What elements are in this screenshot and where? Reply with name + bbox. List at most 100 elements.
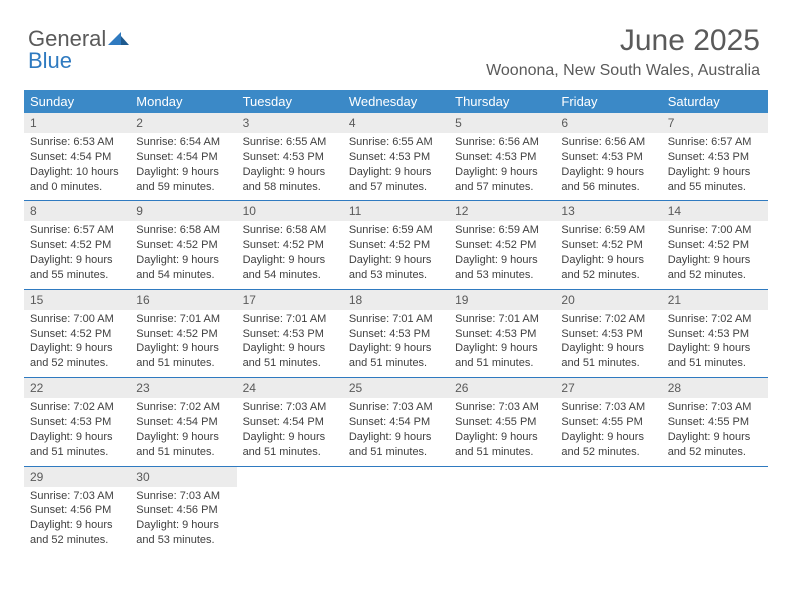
day-number: 26 xyxy=(449,378,555,398)
daylight-text: Daylight: 9 hours and 56 minutes. xyxy=(561,165,655,195)
sunset-text: Sunset: 4:55 PM xyxy=(561,415,655,430)
sunset-text: Sunset: 4:52 PM xyxy=(30,327,124,342)
sunrise-text: Sunrise: 6:57 AM xyxy=(30,223,124,238)
daylight-text: Daylight: 10 hours and 0 minutes. xyxy=(30,165,124,195)
day-details: Sunrise: 7:01 AMSunset: 4:53 PMDaylight:… xyxy=(237,310,343,377)
weekday-header: Monday xyxy=(130,90,236,113)
calendar-day xyxy=(662,467,768,554)
calendar-week: 22Sunrise: 7:02 AMSunset: 4:53 PMDayligh… xyxy=(24,378,768,466)
daylight-text: Daylight: 9 hours and 51 minutes. xyxy=(349,430,443,460)
day-number: 5 xyxy=(449,113,555,133)
day-number: 29 xyxy=(24,467,130,487)
calendar-week: 15Sunrise: 7:00 AMSunset: 4:52 PMDayligh… xyxy=(24,290,768,378)
sunset-text: Sunset: 4:54 PM xyxy=(349,415,443,430)
sunrise-text: Sunrise: 7:01 AM xyxy=(455,312,549,327)
calendar-day: 18Sunrise: 7:01 AMSunset: 4:53 PMDayligh… xyxy=(343,290,449,377)
sunrise-text: Sunrise: 6:53 AM xyxy=(30,135,124,150)
calendar-day: 7Sunrise: 6:57 AMSunset: 4:53 PMDaylight… xyxy=(662,113,768,200)
calendar-day: 13Sunrise: 6:59 AMSunset: 4:52 PMDayligh… xyxy=(555,201,661,288)
day-details: Sunrise: 7:03 AMSunset: 4:56 PMDaylight:… xyxy=(24,487,130,554)
page-title: June 2025 xyxy=(620,24,760,58)
day-number: 4 xyxy=(343,113,449,133)
daylight-text: Daylight: 9 hours and 52 minutes. xyxy=(30,341,124,371)
day-number: 1 xyxy=(24,113,130,133)
calendar-day: 21Sunrise: 7:02 AMSunset: 4:53 PMDayligh… xyxy=(662,290,768,377)
sunrise-text: Sunrise: 7:00 AM xyxy=(668,223,762,238)
sunset-text: Sunset: 4:53 PM xyxy=(243,327,337,342)
calendar-day: 20Sunrise: 7:02 AMSunset: 4:53 PMDayligh… xyxy=(555,290,661,377)
sunrise-text: Sunrise: 6:55 AM xyxy=(349,135,443,150)
day-number: 30 xyxy=(130,467,236,487)
sunset-text: Sunset: 4:54 PM xyxy=(30,150,124,165)
calendar-day: 2Sunrise: 6:54 AMSunset: 4:54 PMDaylight… xyxy=(130,113,236,200)
day-details: Sunrise: 6:56 AMSunset: 4:53 PMDaylight:… xyxy=(449,133,555,200)
calendar-day: 23Sunrise: 7:02 AMSunset: 4:54 PMDayligh… xyxy=(130,378,236,465)
day-details: Sunrise: 7:00 AMSunset: 4:52 PMDaylight:… xyxy=(662,221,768,288)
daylight-text: Daylight: 9 hours and 53 minutes. xyxy=(136,518,230,548)
sunrise-text: Sunrise: 7:01 AM xyxy=(243,312,337,327)
daylight-text: Daylight: 9 hours and 55 minutes. xyxy=(668,165,762,195)
day-details: Sunrise: 6:56 AMSunset: 4:53 PMDaylight:… xyxy=(555,133,661,200)
daylight-text: Daylight: 9 hours and 51 minutes. xyxy=(668,341,762,371)
sunrise-text: Sunrise: 7:03 AM xyxy=(30,489,124,504)
calendar-day: 9Sunrise: 6:58 AMSunset: 4:52 PMDaylight… xyxy=(130,201,236,288)
day-number: 15 xyxy=(24,290,130,310)
day-number: 24 xyxy=(237,378,343,398)
sunset-text: Sunset: 4:53 PM xyxy=(243,150,337,165)
daylight-text: Daylight: 9 hours and 57 minutes. xyxy=(349,165,443,195)
day-details: Sunrise: 6:55 AMSunset: 4:53 PMDaylight:… xyxy=(237,133,343,200)
day-number: 18 xyxy=(343,290,449,310)
day-number: 21 xyxy=(662,290,768,310)
calendar-day: 29Sunrise: 7:03 AMSunset: 4:56 PMDayligh… xyxy=(24,467,130,554)
sunset-text: Sunset: 4:53 PM xyxy=(349,150,443,165)
calendar-week: 1Sunrise: 6:53 AMSunset: 4:54 PMDaylight… xyxy=(24,113,768,201)
location-text: Woonona, New South Wales, Australia xyxy=(486,62,760,80)
sunrise-text: Sunrise: 7:03 AM xyxy=(561,400,655,415)
sunset-text: Sunset: 4:53 PM xyxy=(668,327,762,342)
day-details: Sunrise: 6:59 AMSunset: 4:52 PMDaylight:… xyxy=(343,221,449,288)
sunset-text: Sunset: 4:54 PM xyxy=(243,415,337,430)
sunset-text: Sunset: 4:54 PM xyxy=(136,415,230,430)
day-number: 20 xyxy=(555,290,661,310)
day-details: Sunrise: 6:54 AMSunset: 4:54 PMDaylight:… xyxy=(130,133,236,200)
sunrise-text: Sunrise: 7:02 AM xyxy=(136,400,230,415)
daylight-text: Daylight: 9 hours and 59 minutes. xyxy=(136,165,230,195)
daylight-text: Daylight: 9 hours and 52 minutes. xyxy=(668,430,762,460)
sunset-text: Sunset: 4:53 PM xyxy=(455,150,549,165)
day-details: Sunrise: 7:03 AMSunset: 4:55 PMDaylight:… xyxy=(449,398,555,465)
day-details: Sunrise: 7:03 AMSunset: 4:55 PMDaylight:… xyxy=(662,398,768,465)
daylight-text: Daylight: 9 hours and 54 minutes. xyxy=(136,253,230,283)
daylight-text: Daylight: 9 hours and 51 minutes. xyxy=(30,430,124,460)
calendar-day: 15Sunrise: 7:00 AMSunset: 4:52 PMDayligh… xyxy=(24,290,130,377)
weekday-header: Wednesday xyxy=(343,90,449,113)
daylight-text: Daylight: 9 hours and 51 minutes. xyxy=(349,341,443,371)
day-number: 14 xyxy=(662,201,768,221)
calendar-day: 1 Sunrise: 6:53 AMSunset: 4:54 PMDaylight… xyxy=(24,113,130,200)
sunrise-text: Sunrise: 6:54 AM xyxy=(136,135,230,150)
weekday-header: Sunday xyxy=(24,90,130,113)
calendar-day xyxy=(449,467,555,554)
day-details: Sunrise: 7:03 AMSunset: 4:56 PMDaylight:… xyxy=(130,487,236,554)
sunrise-text: Sunrise: 7:03 AM xyxy=(668,400,762,415)
day-number: 12 xyxy=(449,201,555,221)
daylight-text: Daylight: 9 hours and 54 minutes. xyxy=(243,253,337,283)
sunset-text: Sunset: 4:52 PM xyxy=(668,238,762,253)
calendar-day xyxy=(555,467,661,554)
calendar-day xyxy=(343,467,449,554)
calendar-day: 28Sunrise: 7:03 AMSunset: 4:55 PMDayligh… xyxy=(662,378,768,465)
day-number: 27 xyxy=(555,378,661,398)
day-details: Sunrise: 7:01 AMSunset: 4:53 PMDaylight:… xyxy=(343,310,449,377)
logo-text-blue-wrap: Blue xyxy=(28,48,72,74)
calendar-day: 16Sunrise: 7:01 AMSunset: 4:52 PMDayligh… xyxy=(130,290,236,377)
sunrise-text: Sunrise: 6:56 AM xyxy=(455,135,549,150)
logo-triangle-icon xyxy=(108,30,130,48)
daylight-text: Daylight: 9 hours and 51 minutes. xyxy=(561,341,655,371)
weekday-header-row: Sunday Monday Tuesday Wednesday Thursday… xyxy=(24,90,768,113)
sunset-text: Sunset: 4:52 PM xyxy=(136,327,230,342)
sunrise-text: Sunrise: 6:59 AM xyxy=(349,223,443,238)
day-details: Sunrise: 7:02 AMSunset: 4:53 PMDaylight:… xyxy=(662,310,768,377)
day-number: 2 xyxy=(130,113,236,133)
sunrise-text: Sunrise: 6:59 AM xyxy=(455,223,549,238)
calendar-day: 12Sunrise: 6:59 AMSunset: 4:52 PMDayligh… xyxy=(449,201,555,288)
sunrise-text: Sunrise: 6:55 AM xyxy=(243,135,337,150)
